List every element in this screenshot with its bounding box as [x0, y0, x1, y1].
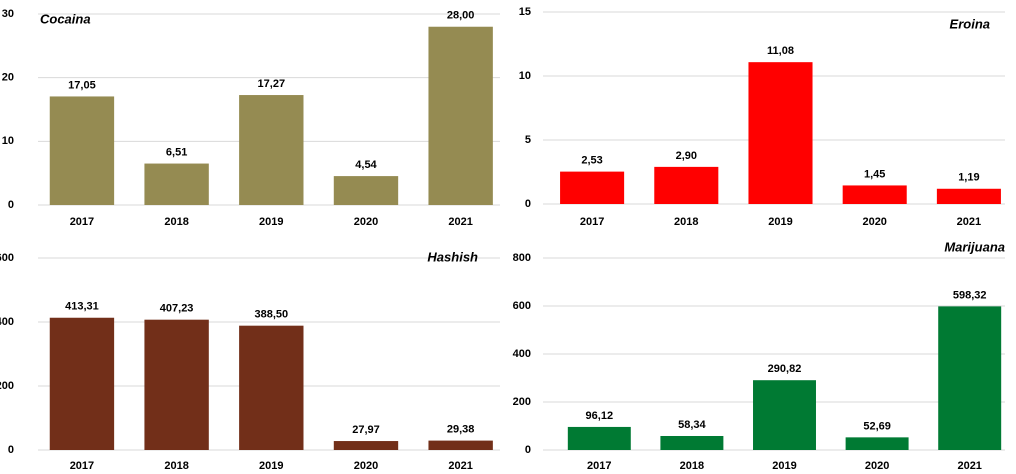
- chart-title: Cocaina: [40, 11, 91, 26]
- value-label: 11,08: [767, 45, 794, 57]
- bar: [144, 319, 209, 450]
- x-tick-label: 2017: [70, 216, 94, 228]
- y-tick-label: 15: [519, 6, 531, 18]
- x-tick-label: 2021: [448, 216, 472, 228]
- value-label: 4,54: [355, 159, 377, 171]
- x-tick-label: 2020: [862, 216, 886, 228]
- y-tick-label: 200: [0, 380, 14, 392]
- y-tick-label: 0: [8, 199, 14, 211]
- x-tick-label: 2019: [259, 216, 283, 228]
- bar: [428, 26, 493, 205]
- y-tick-label: 800: [513, 252, 531, 264]
- x-tick-label: 2021: [957, 460, 981, 472]
- x-tick-label: 2017: [580, 216, 604, 228]
- bar: [333, 441, 399, 450]
- y-tick-label: 0: [525, 444, 531, 456]
- x-tick-label: 2019: [259, 460, 283, 472]
- bar: [936, 188, 1001, 204]
- y-tick-label: 400: [0, 316, 14, 328]
- x-tick-label: 2021: [448, 460, 472, 472]
- bar: [239, 95, 304, 205]
- y-tick-label: 10: [2, 135, 14, 147]
- bar: [654, 166, 719, 204]
- y-tick-label: 5: [525, 134, 531, 146]
- x-tick-label: 2017: [70, 460, 94, 472]
- value-label: 290,82: [768, 363, 802, 375]
- y-tick-label: 10: [519, 70, 531, 82]
- bar: [49, 96, 115, 205]
- x-tick-label: 2018: [680, 460, 704, 472]
- x-tick-label: 2021: [957, 216, 981, 228]
- chart-title: Eroina: [950, 16, 990, 31]
- value-label: 58,34: [678, 419, 706, 431]
- y-tick-label: 30: [2, 8, 14, 20]
- value-label: 17,27: [258, 78, 286, 90]
- bar: [239, 325, 304, 450]
- y-tick-label: 200: [513, 396, 531, 408]
- value-label: 96,12: [586, 410, 614, 422]
- value-label: 413,31: [65, 301, 99, 313]
- bar: [428, 440, 493, 450]
- bar: [748, 62, 813, 205]
- value-label: 27,97: [352, 424, 380, 436]
- value-label: 388,50: [254, 309, 288, 321]
- value-label: 598,32: [953, 289, 987, 301]
- bar: [753, 380, 816, 450]
- value-label: 17,05: [68, 79, 96, 91]
- y-tick-label: 600: [0, 252, 14, 264]
- chart-title: Marijuana: [944, 239, 1005, 254]
- y-tick-label: 0: [525, 198, 531, 210]
- y-tick-label: 0: [8, 444, 14, 456]
- bar: [660, 435, 724, 450]
- value-label: 1,45: [864, 168, 885, 180]
- bar: [845, 437, 909, 450]
- bar: [144, 163, 209, 205]
- y-tick-label: 600: [513, 300, 531, 312]
- bar: [49, 317, 115, 450]
- chart-title: Hashish: [427, 249, 478, 264]
- y-tick-label: 20: [2, 72, 14, 84]
- x-tick-label: 2020: [354, 460, 378, 472]
- value-label: 6,51: [166, 146, 187, 158]
- value-label: 2,90: [676, 150, 697, 162]
- x-tick-label: 2018: [164, 460, 188, 472]
- x-tick-label: 2018: [164, 216, 188, 228]
- x-tick-label: 2019: [768, 216, 792, 228]
- value-label: 2,53: [581, 155, 602, 167]
- value-label: 52,69: [863, 420, 891, 432]
- bar: [842, 185, 907, 204]
- bar: [938, 306, 1002, 450]
- bar: [567, 426, 631, 450]
- bar: [333, 176, 399, 205]
- value-label: 29,38: [447, 424, 475, 436]
- x-tick-label: 2019: [772, 460, 796, 472]
- x-tick-label: 2020: [865, 460, 889, 472]
- x-tick-label: 2018: [674, 216, 698, 228]
- value-label: 28,00: [447, 10, 475, 22]
- x-tick-label: 2020: [354, 216, 378, 228]
- y-tick-label: 400: [513, 348, 531, 360]
- bar: [560, 171, 625, 204]
- value-label: 407,23: [160, 303, 194, 315]
- value-label: 1,19: [958, 172, 979, 184]
- x-tick-label: 2017: [587, 460, 611, 472]
